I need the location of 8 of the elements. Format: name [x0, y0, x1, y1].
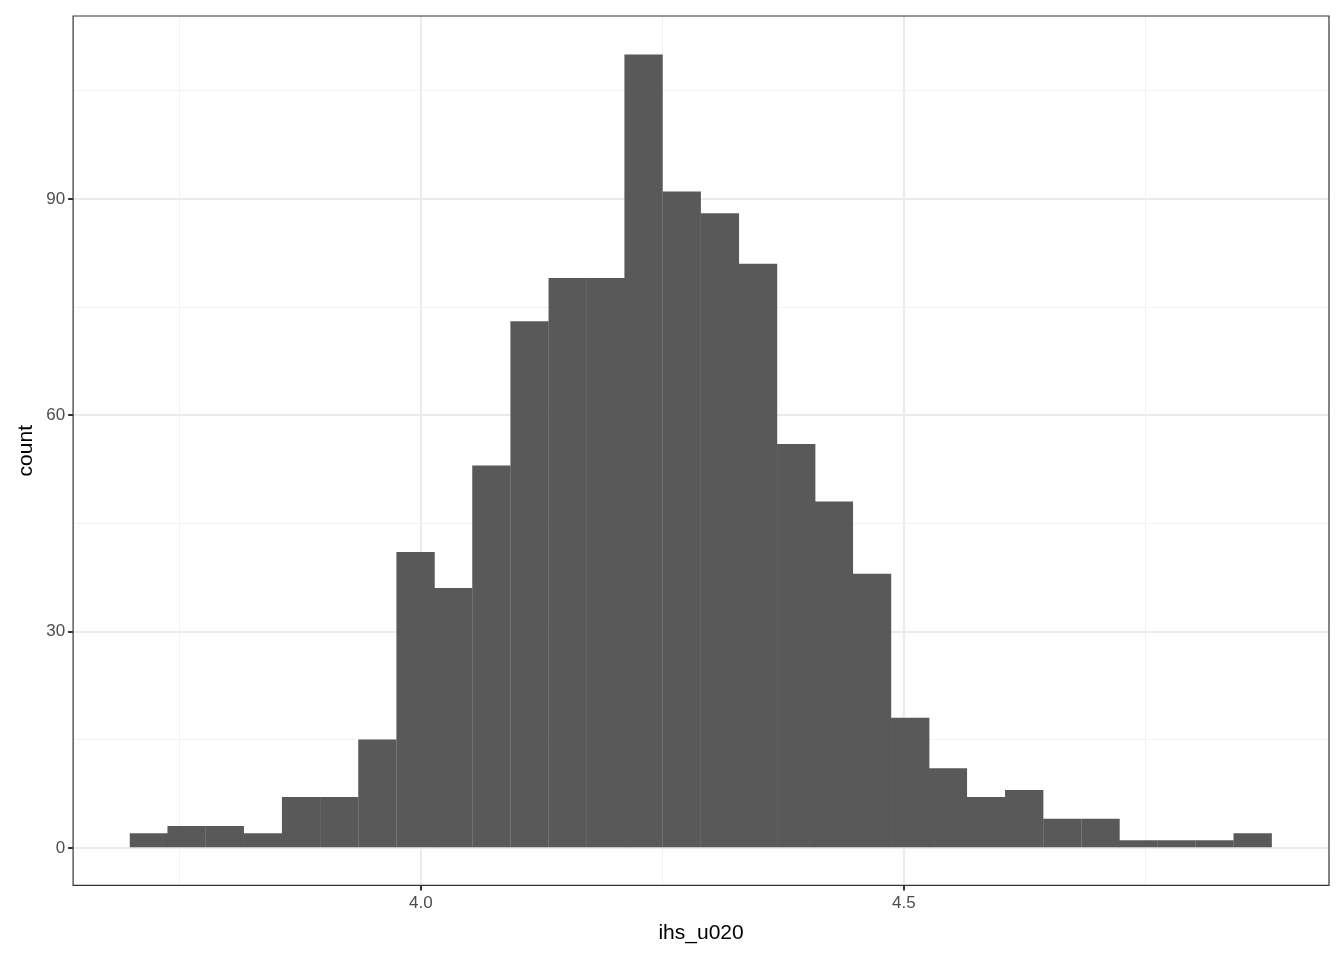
y-tick-label: 30 — [46, 621, 66, 641]
x-tick-label: 4.5 — [892, 893, 916, 913]
x-axis-title: ihs_u020 — [658, 920, 744, 945]
y-tick-label: 60 — [46, 405, 66, 425]
y-tick-label: 0 — [55, 837, 66, 857]
x-tick-label: 4.0 — [409, 893, 433, 913]
y-axis-title: count — [13, 424, 37, 477]
y-tick-label: 90 — [46, 188, 66, 208]
